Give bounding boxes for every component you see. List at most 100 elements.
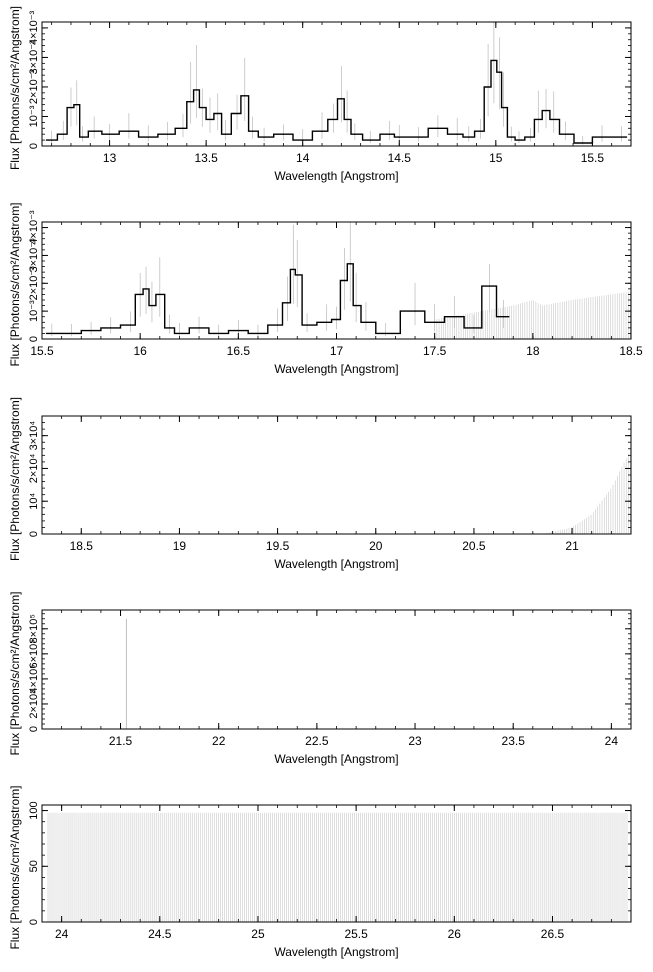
data-point	[493, 59, 495, 61]
data-point	[178, 332, 181, 335]
data-point	[349, 263, 351, 265]
data-point	[292, 268, 294, 270]
y-tick-label: 0	[28, 531, 40, 537]
y-tick-label: 2×10⁻³	[28, 69, 40, 104]
x-tick-label: 18.5	[70, 539, 94, 553]
data-point	[502, 107, 505, 109]
data-point	[139, 293, 141, 296]
y-axis: 0 10⁴ 2×10⁴ 3×10⁴ Flux [Photons/s/cm²/Angstr…	[8, 397, 631, 561]
data-point	[237, 330, 239, 332]
x-axis-label: Wavelength [Angstrom]	[274, 169, 398, 183]
data-point	[70, 332, 73, 335]
x-tick-label: 20	[369, 539, 383, 553]
y-tick-label: 10⁴	[28, 492, 40, 509]
y-tick-label: 2×10⁵	[28, 689, 40, 718]
data-point	[198, 327, 200, 329]
data-point	[326, 321, 328, 323]
data-point	[499, 71, 501, 73]
x-axis: 21.5 22 22.5 23 23.5 24 Wavelength [Angstrom]	[41, 610, 632, 766]
y-tick-label: 10⁻³	[28, 300, 40, 322]
y-axis-label: Flux [Photons/s/cm²/Angstrom]	[8, 6, 22, 170]
y-tick-label: 100	[28, 801, 40, 819]
data-point	[453, 316, 455, 318]
data-point	[147, 136, 149, 138]
y-tick-label: 4×10⁻³	[28, 10, 40, 45]
data-point	[182, 127, 184, 129]
data-point	[129, 324, 131, 326]
data-point	[437, 127, 439, 129]
y-tick-label: 8×10⁵	[28, 614, 40, 643]
data-point	[417, 136, 420, 138]
data-point	[398, 136, 400, 138]
x-tick-label: 24	[55, 927, 69, 941]
data-point	[537, 118, 539, 121]
data-point	[384, 332, 387, 335]
axes-frame	[41, 609, 632, 730]
data-point	[601, 136, 603, 138]
data-point	[286, 302, 289, 304]
y-axis: 0 10⁻³2×10⁻³3×10⁻³4×10⁻³ Flux [Photons/s/c…	[8, 6, 631, 170]
data-point	[365, 321, 367, 323]
data-point	[333, 118, 335, 121]
y-axis-label: Flux [Photons/s/cm²/Angstrom]	[8, 591, 22, 755]
data-point	[190, 101, 192, 103]
data-point	[76, 104, 78, 106]
x-tick-label: 19	[173, 539, 187, 553]
data-point	[343, 279, 345, 282]
x-axis: 24 24.5 25 25.5 26 26.5 Wavelength [Angstrom]	[41, 805, 632, 959]
plot-area	[47, 812, 628, 922]
data-point	[510, 136, 512, 138]
y-tick-label: 3×10⁻³	[28, 238, 40, 273]
data-point	[195, 89, 198, 91]
x-tick-label: 22.5	[305, 734, 329, 748]
y-axis: 0 10⁻³2×10⁻³3×10⁻³4×10⁻³ Flux [Photons/s/c…	[8, 202, 631, 367]
y-tick-label: 4×10⁵	[28, 664, 40, 693]
x-tick-label: 14.5	[388, 151, 412, 165]
data-point	[487, 86, 489, 88]
x-tick-label: 25	[251, 927, 265, 941]
data-point	[306, 324, 308, 326]
x-tick-label: 25.5	[344, 927, 368, 941]
data-point	[166, 133, 169, 135]
data-point	[389, 133, 391, 135]
y-axis-label: Flux [Photons/s/cm²/Angstrom]	[8, 202, 22, 366]
axes-frame	[41, 415, 632, 535]
plot-area	[544, 449, 631, 534]
data-point	[236, 112, 238, 115]
data-point	[151, 304, 153, 307]
data-point	[564, 133, 566, 135]
data-point	[620, 136, 622, 138]
data-point	[489, 285, 491, 287]
x-tick-label: 16	[133, 344, 147, 358]
data-point	[354, 133, 356, 135]
x-axis-label: Wavelength [Angstrom]	[274, 752, 398, 766]
x-axis-label: Wavelength [Angstrom]	[274, 362, 398, 376]
data-point	[51, 139, 53, 141]
data-point	[296, 274, 298, 276]
plot-area	[45, 22, 628, 145]
data-point	[502, 316, 504, 318]
x-tick-label: 21.5	[109, 734, 133, 748]
y-axis-label: Flux [Photons/s/cm²/Angstrom]	[8, 397, 22, 561]
data-point	[209, 118, 211, 121]
x-tick-label: 14	[296, 151, 310, 165]
x-tick-label: 24	[605, 734, 619, 748]
data-point	[277, 324, 279, 326]
x-tick-label: 17.5	[423, 344, 447, 358]
x-tick-label: 23	[408, 734, 422, 748]
data-point	[128, 130, 130, 132]
data-point	[70, 107, 72, 109]
y-axis-label: Flux [Photons/s/cm²/Angstrom]	[8, 785, 22, 949]
data-point	[414, 310, 416, 312]
data-point	[434, 321, 436, 323]
data-point	[93, 130, 95, 132]
y-tick-label: 0	[28, 143, 40, 149]
data-point	[355, 304, 357, 307]
x-tick-label: 15	[489, 151, 503, 165]
plot-panel-2: 15.5 16 16.5 17 17.5 18 18.5 Wavelength [Angstr…	[8, 202, 643, 376]
